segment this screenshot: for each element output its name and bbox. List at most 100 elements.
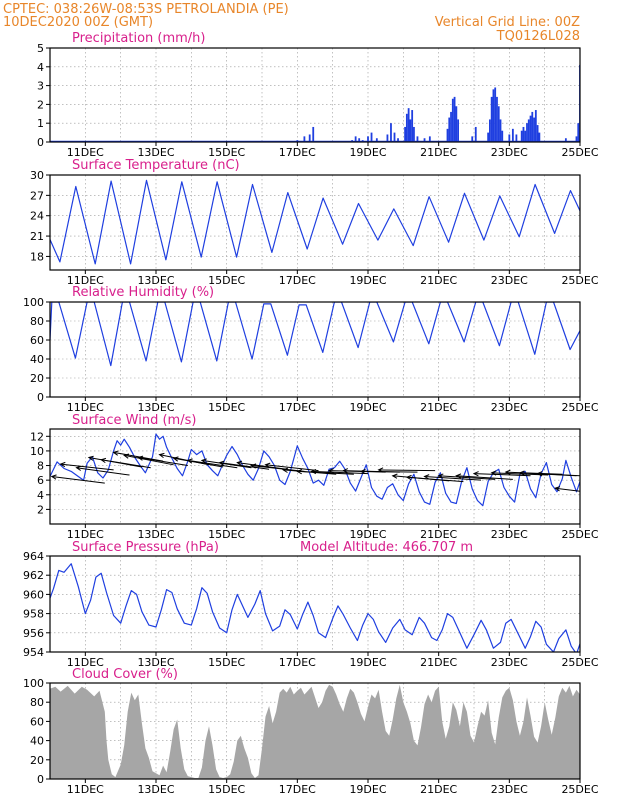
precip-xtick-label: 19DEC bbox=[349, 146, 386, 159]
precip-bar bbox=[487, 132, 490, 142]
precip-bar bbox=[405, 113, 408, 142]
precip-xtick-label: 15DEC bbox=[208, 146, 245, 159]
rh-xtick-label: 21DEC bbox=[420, 401, 457, 414]
precip-bar bbox=[534, 110, 537, 142]
pressure-xtick-label: 13DEC bbox=[137, 656, 174, 669]
cloud-title: Cloud Cover (%) bbox=[72, 667, 178, 682]
precip-bar bbox=[492, 89, 495, 142]
wind-title: Surface Wind (m/s) bbox=[72, 413, 196, 428]
temp-xtick-label: 25DEC bbox=[561, 274, 598, 287]
temp-xtick-label: 21DEC bbox=[420, 274, 457, 287]
temp-data bbox=[50, 179, 580, 265]
precip-bar bbox=[312, 126, 315, 142]
wind-vector-arrow bbox=[186, 458, 238, 469]
precip-bar bbox=[496, 96, 498, 142]
precip-bar bbox=[538, 132, 541, 142]
precip-bar bbox=[501, 130, 504, 142]
pressure-ytick-label: 958 bbox=[23, 608, 44, 621]
pressure-xtick-label: 15DEC bbox=[208, 656, 245, 669]
precip-bar bbox=[450, 111, 452, 142]
precip-bar bbox=[524, 130, 527, 142]
precip-bar bbox=[404, 126, 406, 142]
precip-bar bbox=[583, 112, 585, 142]
wind-panel: 24 68 10 12 11DEC 13DEC 15DEC 17DEC 19DEC 21DEC 23… bbox=[30, 428, 599, 541]
cloud-xtick-label: 21DEC bbox=[420, 783, 457, 796]
precip-bar bbox=[416, 136, 419, 142]
wind-ytick-label: 6 bbox=[37, 474, 44, 487]
wind-xtick-label: 25DEC bbox=[561, 528, 598, 541]
wind-vector-arrow bbox=[264, 462, 319, 472]
precip-bar bbox=[411, 110, 414, 142]
pressure-frame bbox=[49, 555, 581, 653]
wind-vector-arrow bbox=[472, 471, 531, 477]
temperature-line bbox=[50, 179, 580, 265]
cloud-xtick-label: 19DEC bbox=[349, 783, 386, 796]
temp-ytick-label: 27 bbox=[30, 189, 44, 202]
precip-bar bbox=[526, 123, 528, 142]
temp-ytick-label: 24 bbox=[30, 210, 44, 223]
wind-xtick-label: 11DEC bbox=[67, 528, 104, 541]
pressure-panel: 954 956 958 960 962 964 11DEC 13DEC 15DEC 17DEC 19… bbox=[23, 550, 599, 669]
pressure-xtick-label: 25DEC bbox=[561, 656, 598, 669]
rh-xtick-label: 15DEC bbox=[208, 401, 245, 414]
cloud-xtick-label: 11DEC bbox=[67, 783, 104, 796]
rh-xtick-label: 13DEC bbox=[137, 401, 174, 414]
wind-ytick-label: 10 bbox=[30, 445, 44, 458]
precip-ytick-label: 0 bbox=[37, 136, 44, 149]
precip-bar bbox=[520, 130, 523, 142]
rh-title: Relative Humidity (%) bbox=[72, 285, 214, 300]
wind-vector-arrow bbox=[423, 474, 482, 481]
pressure-xtick-label: 11DEC bbox=[67, 656, 104, 669]
rh-xtick-label: 11DEC bbox=[67, 401, 104, 414]
precip-xtick-label: 17DEC bbox=[279, 146, 316, 159]
cloud-xtick-label: 23DEC bbox=[491, 783, 528, 796]
pressure-ytick-label: 960 bbox=[23, 588, 44, 601]
temp-xtick-label: 23DEC bbox=[491, 274, 528, 287]
rh-ytick-label: 100 bbox=[23, 296, 44, 309]
pressure-xtick-label: 21DEC bbox=[420, 656, 457, 669]
precip-bar bbox=[423, 138, 426, 142]
precip-bar bbox=[393, 132, 396, 142]
pressure-altitude-note: Model Altitude: 466.707 m bbox=[300, 540, 473, 555]
wind-vector-arrow bbox=[455, 473, 513, 480]
cloud-ytick-label: 20 bbox=[30, 754, 44, 767]
precip-bar bbox=[584, 123, 586, 142]
wind-line bbox=[50, 433, 580, 507]
cloud-xtick-label: 15DEC bbox=[208, 783, 245, 796]
pressure-grid bbox=[49, 555, 581, 653]
precip-bar bbox=[453, 96, 456, 142]
pressure-ytick-label: 954 bbox=[23, 646, 44, 659]
rh-xtick-label: 17DEC bbox=[279, 401, 316, 414]
cloud-xtick-label: 17DEC bbox=[279, 783, 316, 796]
precip-frame bbox=[49, 47, 581, 143]
precip-bar bbox=[407, 108, 410, 142]
pressure-ytick-label: 964 bbox=[23, 550, 44, 563]
precip-bar bbox=[494, 87, 497, 142]
header-station: CPTEC: 038:26W-08:53S PETROLANDIA (PE) bbox=[3, 2, 289, 17]
wind-vector-arrow bbox=[377, 467, 436, 473]
temp-xtick-label: 19DEC bbox=[349, 274, 386, 287]
temp-ytick-label: 21 bbox=[30, 230, 44, 243]
wind-vector-arrow bbox=[310, 468, 369, 475]
precip-bar bbox=[497, 106, 500, 142]
precip-bar bbox=[577, 123, 580, 142]
rh-xtick-label: 19DEC bbox=[349, 401, 386, 414]
precip-panel: 0 1 2 3 4 5 11DEC 13DEC 15DEC 17DEC 19DEC 21DEC 23DE… bbox=[37, 42, 599, 159]
precip-ytick-label: 1 bbox=[37, 117, 44, 130]
precip-bar bbox=[303, 136, 306, 142]
wind-vector-arrow bbox=[437, 473, 496, 480]
header-grid-note: Vertical Grid Line: 00Z bbox=[435, 15, 580, 30]
wind-xtick-label: 13DEC bbox=[137, 528, 174, 541]
precip-bar bbox=[499, 119, 502, 142]
wind-frame bbox=[49, 428, 581, 525]
precip-bar bbox=[451, 98, 454, 142]
rh-panel: 0 20 40 60 80 100 11DEC 13DEC 15DEC 17DEC 19DEC 21D… bbox=[23, 296, 599, 414]
cloud-ytick-label: 0 bbox=[37, 773, 44, 786]
precip-bar bbox=[511, 128, 514, 142]
precip-bar bbox=[446, 128, 449, 142]
precip-bar bbox=[586, 131, 588, 142]
wind-vector-arrow bbox=[554, 486, 580, 492]
precip-bar bbox=[448, 117, 451, 142]
cloud-data bbox=[50, 684, 580, 779]
